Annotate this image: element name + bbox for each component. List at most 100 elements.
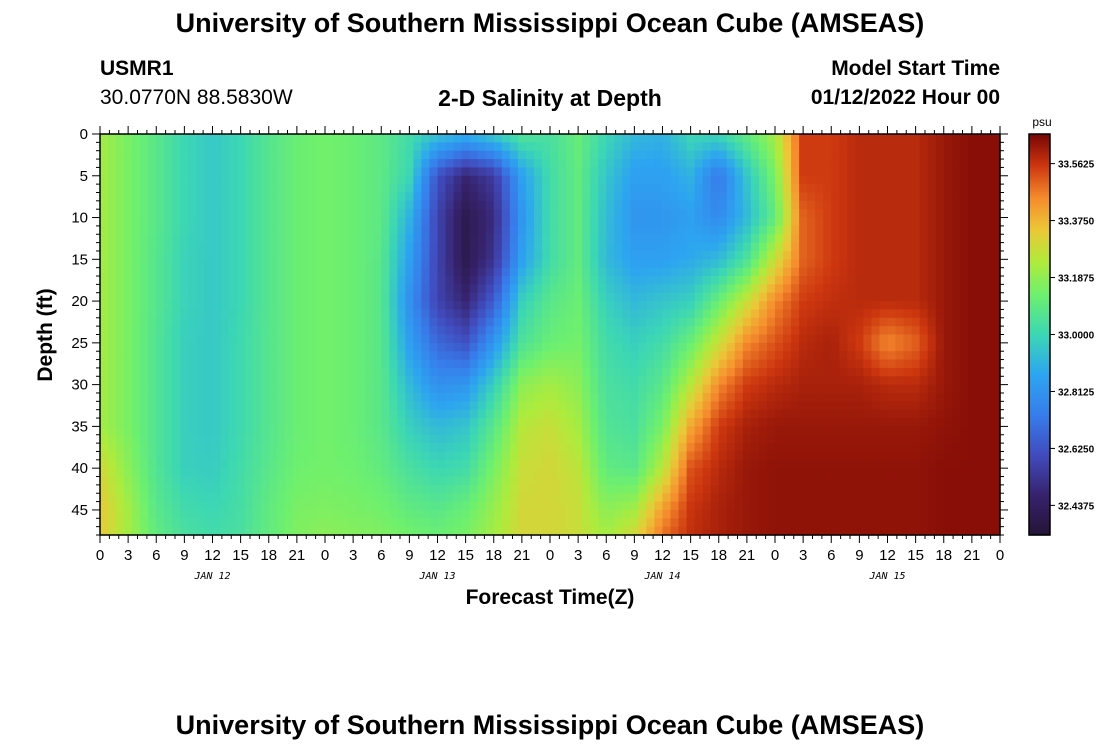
heat-cell — [220, 351, 230, 361]
heat-cell — [903, 142, 913, 152]
heat-cell — [284, 250, 294, 260]
heat-cell — [807, 493, 816, 503]
heat-cell — [630, 476, 639, 486]
heat-cell — [389, 493, 398, 503]
heat-cell — [758, 451, 768, 461]
heat-cell — [766, 326, 776, 336]
heat-cell — [847, 276, 856, 285]
heat-cell — [445, 334, 455, 344]
heat-cell — [558, 334, 567, 344]
heat-cell — [284, 234, 294, 244]
heat-cell — [943, 434, 953, 444]
heat-cell — [196, 493, 206, 503]
heat-cell — [654, 234, 664, 244]
heat-cell — [501, 317, 511, 327]
heat-cell — [292, 384, 302, 394]
heat-cell — [509, 292, 519, 302]
heat-cell — [300, 159, 310, 169]
heat-cell — [879, 242, 889, 252]
heat-cell — [429, 401, 439, 411]
heat-cell — [533, 309, 543, 319]
heat-cell — [694, 142, 704, 152]
heat-cell — [108, 259, 117, 269]
heat-cell — [100, 134, 109, 143]
heat-cell — [333, 434, 342, 444]
heat-cell — [903, 234, 913, 244]
heat-cell — [550, 468, 559, 478]
heat-cell — [533, 159, 543, 169]
heat-cell — [405, 351, 414, 361]
heat-cell — [678, 217, 688, 227]
heat-cell — [855, 342, 864, 352]
heat-cell — [244, 418, 254, 427]
heat-cell — [228, 392, 238, 402]
heat-cell — [461, 426, 471, 436]
heat-cell — [429, 376, 439, 386]
heat-cell — [533, 493, 543, 503]
heat-cell — [775, 434, 784, 444]
heat-cell — [775, 234, 784, 244]
heat-cell — [100, 351, 109, 361]
heat-cell — [300, 484, 310, 494]
heat-cell — [108, 334, 117, 344]
heat-cell — [606, 134, 615, 143]
heat-cell — [646, 418, 656, 427]
heat-cell — [654, 209, 664, 219]
heat-cell — [541, 209, 551, 219]
heat-cell — [702, 426, 712, 436]
heat-cell — [292, 267, 302, 277]
heat-cell — [839, 167, 848, 177]
heat-cell — [397, 384, 406, 394]
heat-cell — [212, 376, 222, 386]
heat-cell — [815, 159, 824, 169]
heat-cell — [895, 309, 905, 319]
heat-cell — [718, 351, 728, 361]
heat-cell — [501, 434, 511, 444]
heat-cell — [365, 142, 374, 152]
heat-cell — [477, 484, 487, 494]
heat-cell — [413, 175, 423, 185]
heat-cell — [381, 334, 390, 344]
heat-cell — [116, 501, 125, 511]
heat-cell — [726, 493, 736, 503]
heat-cell — [108, 434, 117, 444]
heat-cell — [943, 484, 953, 494]
heat-cell — [975, 209, 985, 219]
heat-cell — [341, 392, 350, 402]
heat-cell — [991, 351, 1001, 361]
heat-cell — [766, 200, 776, 210]
heat-cell — [485, 468, 495, 478]
heat-cell — [646, 384, 656, 394]
heat-cell — [100, 309, 109, 319]
heat-cell — [911, 434, 921, 444]
heat-cell — [895, 292, 905, 302]
heat-cell — [413, 342, 423, 352]
heat-cell — [413, 159, 423, 169]
heat-cell — [541, 267, 551, 277]
heat-cell — [734, 342, 744, 352]
heat-cell — [437, 200, 447, 210]
heat-cell — [445, 484, 455, 494]
heat-cell — [959, 309, 969, 319]
heat-cell — [252, 284, 262, 294]
heat-cell — [220, 284, 230, 294]
heat-cell — [670, 292, 680, 302]
heat-cell — [871, 217, 881, 227]
heat-cell — [566, 150, 575, 160]
heat-cell — [678, 150, 688, 160]
heat-cell — [983, 342, 993, 352]
heat-cell — [236, 192, 246, 202]
heat-cell — [831, 493, 840, 503]
heat-cell — [477, 200, 487, 210]
heat-cell — [373, 351, 382, 361]
heat-cell — [148, 242, 157, 252]
heat-cell — [156, 167, 165, 177]
heat-cell — [606, 184, 615, 194]
heat-cell — [300, 434, 310, 444]
heat-cell — [638, 217, 648, 227]
heat-cell — [839, 317, 848, 327]
heat-cell — [349, 451, 358, 461]
heat-cell — [284, 159, 294, 169]
heat-cell — [686, 217, 696, 227]
heat-cell — [799, 242, 808, 252]
